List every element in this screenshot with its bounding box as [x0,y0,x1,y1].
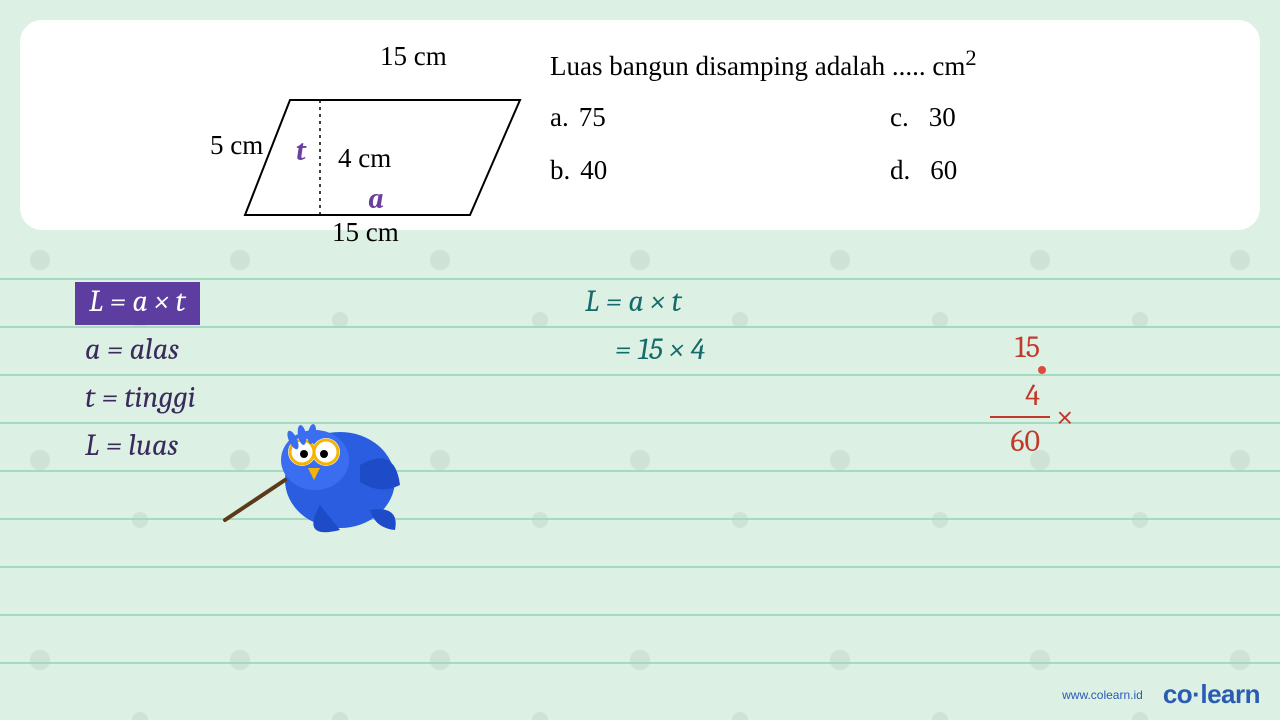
label-t: t [296,135,306,167]
brand-pre: co [1163,679,1192,709]
brand-logo: co·learn [1163,679,1260,710]
option-d[interactable]: d. 60 [890,155,1230,186]
footer-url: www.colearn.id [1062,688,1143,702]
ruled-line [0,374,1280,376]
formula-highlight: L = a × t [75,282,200,325]
mascot-bird [220,410,420,550]
parallelogram-diagram: 15 cm 5 cm t 4 cm a 15 cm [50,35,530,235]
ruled-line [0,278,1280,280]
option-a[interactable]: a. 75 [550,102,890,133]
question-title: Luas bangun disamping adalah ..... cm2 [550,45,1230,82]
legend-t: t = tinggi [85,380,196,415]
ruled-line [0,518,1280,520]
brand-post: learn [1200,679,1260,709]
ruled-line [0,566,1280,568]
mult-top: 15 [1000,330,1040,365]
option-letter: c. [890,102,909,133]
option-value: 30 [929,102,956,133]
ruled-line [0,326,1280,328]
option-value: 75 [579,102,606,133]
ruled-line [0,662,1280,664]
worksheet-area: L = a × t a = alas t = tinggi L = luas L… [0,270,1280,720]
option-value: 60 [930,155,957,186]
legend-a: a = alas [85,332,179,367]
title-sup: 2 [965,45,976,70]
options-grid: a. 75 c. 30 b. 40 d. 60 [550,102,1230,186]
label-top: 15 cm [380,41,447,72]
mult-bottom: 4 [1000,378,1040,413]
mult-operator: × [1056,398,1074,435]
option-letter: d. [890,155,910,186]
question-card: 15 cm 5 cm t 4 cm a 15 cm Luas bangun di… [20,20,1260,230]
mult-result: 60 [1000,424,1040,459]
ruled-line [0,470,1280,472]
pointer-dot [1038,366,1046,374]
mult-rule [990,416,1050,418]
footer: www.colearn.id co·learn [1062,679,1260,710]
calc-line1: L = a × t [585,284,682,319]
option-letter: b. [550,155,570,186]
label-a: a [368,183,384,215]
option-value: 40 [580,155,607,186]
label-left: 5 cm [210,130,263,161]
title-text: Luas bangun disamping adalah ..... cm [550,51,965,81]
option-c[interactable]: c. 30 [890,102,1230,133]
ruled-line [0,614,1280,616]
legend-L: L = luas [85,428,178,463]
label-height: 4 cm [338,143,391,174]
question-text-area: Luas bangun disamping adalah ..... cm2 a… [530,35,1230,186]
calc-line2: = 15 × 4 [615,332,705,367]
diagram-svg [50,35,530,245]
option-letter: a. [550,102,569,133]
label-bottom: 15 cm [332,217,399,248]
formula-text: L = a × t [89,284,186,319]
ruled-line [0,422,1280,424]
option-b[interactable]: b. 40 [550,155,890,186]
